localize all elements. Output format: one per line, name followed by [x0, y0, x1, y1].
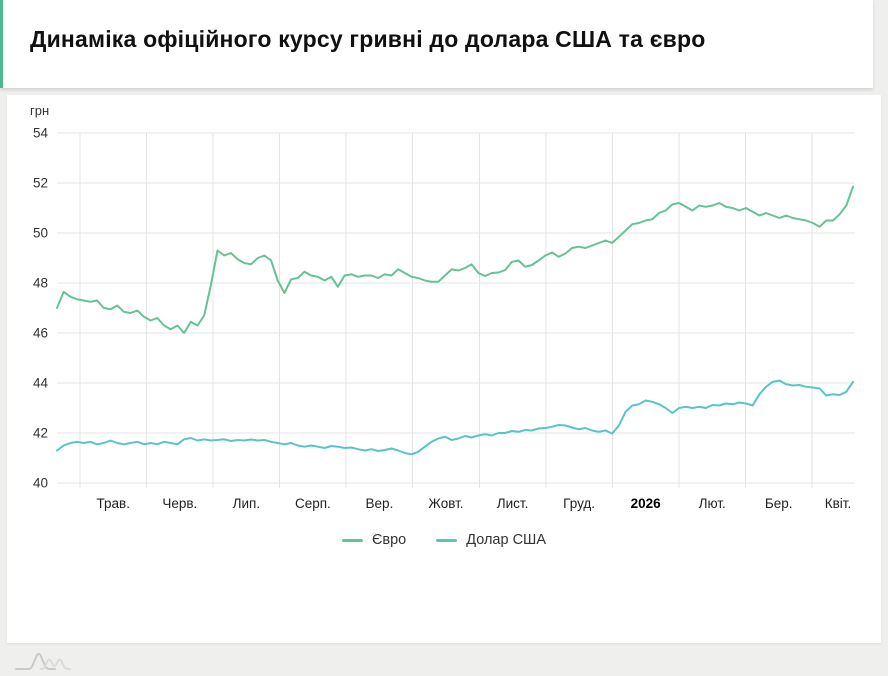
legend-swatch-usd-icon	[436, 538, 458, 542]
exchange-rate-chart[interactable]: 54 52 50 48 46 44 42 40 грн Трав. Черв. Лип. Серп. Ве…	[0, 0, 888, 648]
x-tick-label: Лист.	[497, 496, 529, 511]
legend-item-euro[interactable]: Євро	[341, 532, 407, 548]
legend-label-euro: Євро	[371, 532, 407, 548]
chart-card	[7, 95, 881, 670]
x-tick-label: Черв.	[162, 496, 197, 511]
x-tick-label: Лип.	[233, 496, 260, 511]
legend-item-usd[interactable]: Долар США	[436, 532, 546, 548]
series-line-usd[interactable]	[56, 379, 854, 456]
y-tick-label: 44	[33, 376, 49, 391]
x-tick-label: Жовт.	[428, 496, 463, 511]
legend-label-usd: Долар США	[466, 532, 547, 548]
y-tick-label: 52	[33, 176, 48, 191]
page-title: Динаміка офіційного курсу гривні до дола…	[30, 26, 706, 52]
y-tick-label: 54	[33, 126, 49, 141]
series-line-euro[interactable]	[56, 185, 854, 334]
x-tick-label: Вер.	[366, 496, 394, 511]
minfin-logo	[15, 653, 71, 670]
y-axis-unit-label: грн	[30, 103, 49, 118]
x-tick-label: Квіт.	[825, 496, 851, 511]
header-accent-bar	[0, 0, 3, 88]
x-tick-label: Трав.	[97, 496, 130, 511]
y-tick-label: 48	[33, 276, 48, 291]
header-card: Динаміка офіційного курсу гривні до дола…	[0, 0, 873, 88]
y-tick-label: 42	[33, 426, 48, 441]
y-tick-label: 46	[33, 326, 48, 341]
y-tick-label: 50	[33, 226, 48, 241]
legend-swatch-euro-icon	[341, 538, 363, 542]
chart-legend: Євро Долар США	[0, 532, 888, 548]
x-tick-label: 2026	[631, 496, 662, 511]
x-tick-label: Груд.	[563, 496, 595, 511]
y-tick-label: 40	[33, 476, 48, 491]
x-tick-label: Лют.	[699, 496, 726, 511]
x-tick-label: Серп.	[295, 496, 331, 511]
x-tick-label: Бер.	[765, 496, 793, 511]
